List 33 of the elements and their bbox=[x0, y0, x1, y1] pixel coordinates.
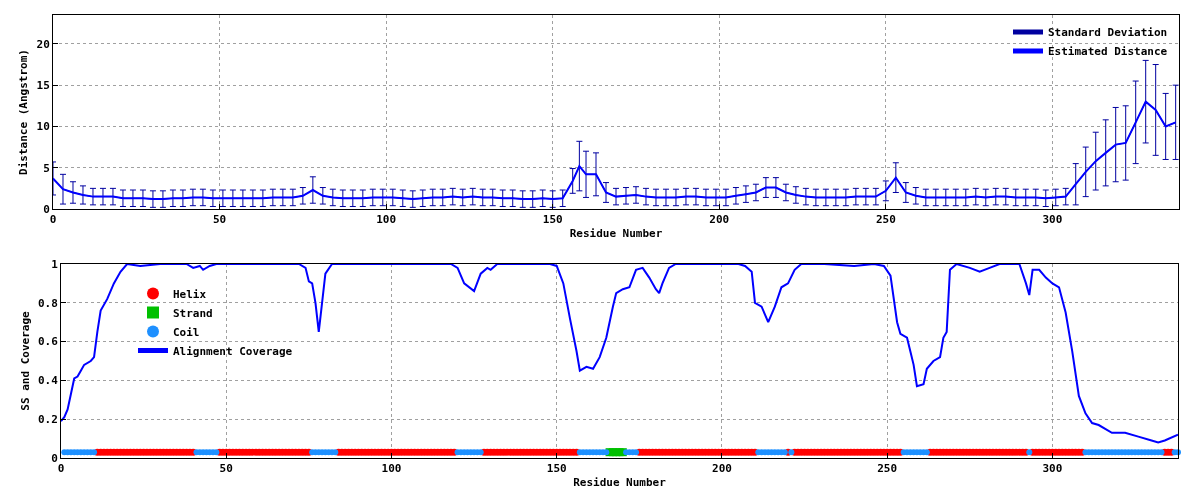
legend-label: Coil bbox=[173, 325, 200, 339]
x-tick-label: 200 bbox=[709, 213, 730, 227]
legend-label: Standard Deviation bbox=[1048, 26, 1168, 40]
x-tick-label: 50 bbox=[219, 462, 233, 476]
y-tick-label: 15 bbox=[36, 79, 50, 93]
x-tick-label: 100 bbox=[376, 213, 397, 227]
legend-label: Estimated Distance bbox=[1048, 45, 1168, 59]
y-tick-label: 0 bbox=[43, 202, 50, 216]
y-tick-label: 10 bbox=[36, 120, 50, 134]
x-tick-label: 200 bbox=[712, 462, 732, 476]
x-tick-label: 100 bbox=[381, 462, 402, 476]
x-tick-label: 300 bbox=[1042, 213, 1063, 227]
y-tick-label: 0.8 bbox=[37, 296, 58, 310]
legend-label: Alignment Coverage bbox=[173, 344, 293, 358]
x-tick-label: 150 bbox=[546, 462, 567, 476]
y-axis-title: SS and Coverage bbox=[18, 310, 32, 411]
y-tick-label: 1 bbox=[51, 257, 59, 271]
x-axis-title: Residue Number bbox=[573, 476, 667, 490]
x-tick-label: 50 bbox=[212, 213, 227, 227]
legend-label: Helix bbox=[173, 287, 207, 301]
x-tick-label: 300 bbox=[1042, 462, 1063, 476]
x-tick-label: 150 bbox=[542, 213, 563, 227]
y-axis-title: Distance (Angstrom) bbox=[17, 49, 31, 175]
x-tick-label: 250 bbox=[877, 462, 898, 476]
legend-label: Strand bbox=[173, 306, 213, 320]
y-tick-label: 0.2 bbox=[37, 413, 58, 427]
y-tick-label: 0.4 bbox=[37, 374, 59, 388]
y-tick-label: 20 bbox=[36, 37, 50, 51]
y-tick-label: 5 bbox=[43, 161, 50, 175]
y-tick-label: 0 bbox=[51, 451, 58, 465]
x-axis-title: Residue Number bbox=[569, 227, 663, 241]
x-tick-label: 250 bbox=[875, 213, 896, 227]
y-tick-label: 0.6 bbox=[37, 335, 59, 349]
